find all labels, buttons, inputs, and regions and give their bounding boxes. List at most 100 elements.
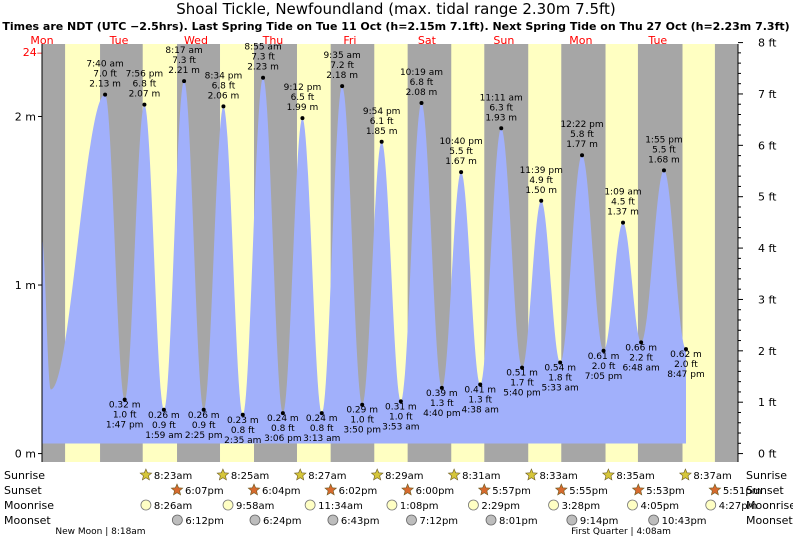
tide-label-ft: 1.3 ft (468, 395, 492, 405)
low-tide-point (398, 399, 403, 404)
moonrise-time: 9:58am (236, 501, 274, 512)
high-tide-point (379, 139, 384, 144)
tide-label-m: 1.99 m (287, 103, 319, 113)
moonrise-time: 1:08pm (400, 501, 439, 512)
moonrise-time: 8:26am (154, 501, 192, 512)
high-tide-point (300, 116, 305, 121)
tide-label-time: 7:40 am (86, 60, 123, 70)
sunrise-time: 8:33am (539, 471, 577, 482)
right-tick-label: 1 ft (758, 396, 777, 409)
tide-label-ft: 1.3 ft (430, 399, 454, 409)
low-tide-point (520, 365, 525, 370)
tide-label-m: 2.08 m (406, 88, 438, 98)
row-label-sunset: Sunset (4, 484, 42, 497)
tide-label-time: 9:12 pm (284, 83, 322, 93)
tide-label-m: 0.26 m (148, 411, 180, 421)
low-tide-point (478, 382, 483, 387)
tide-label-ft: 7.0 ft (93, 70, 117, 80)
sunset-icon (170, 483, 184, 496)
moonset-icon (406, 514, 417, 526)
tide-label-ft: 6.8 ft (410, 78, 434, 88)
moonrise-time: 11:34am (318, 501, 363, 512)
day-name: Sun (493, 34, 514, 47)
tide-label-ft: 1.8 ft (548, 374, 572, 384)
moonrise-icon (548, 499, 559, 511)
sunrise-icon (524, 468, 538, 481)
sunset-time: 6:00pm (416, 486, 455, 497)
right-tick-label: 2 ft (758, 345, 777, 358)
tide-label-m: 1.37 m (607, 208, 639, 218)
sunrise-icon (216, 468, 230, 481)
right-tick-label: 8 ft (758, 37, 777, 50)
high-tide-point (261, 75, 266, 80)
row-label-moonset: Moonset (4, 514, 51, 527)
right-tick-label: 4 ft (758, 242, 777, 255)
tide-label-ft: 0.9 ft (192, 421, 216, 431)
sunset-icon (477, 483, 491, 496)
low-tide-point (161, 407, 166, 412)
tide-label-m: 1.67 m (445, 157, 477, 167)
sunset-icon (631, 483, 645, 496)
tide-label-m: 0.62 m (670, 350, 702, 360)
tide-label-time: 3:06 pm (264, 434, 302, 444)
low-tide-point (439, 385, 444, 390)
tide-label-time: 7:05 pm (585, 372, 623, 382)
moonrise-time: 3:28pm (562, 501, 601, 512)
tide-label-ft: 1.0 ft (389, 412, 413, 422)
sunrise-icon (370, 468, 384, 481)
row-label-right-moonset: Moonset (746, 514, 793, 527)
tide-label-time: 8:17 am (165, 46, 202, 56)
moonrise-time: 2:29pm (481, 501, 520, 512)
tide-label-m: 0.41 m (464, 385, 496, 395)
tide-label-m: 0.31 m (385, 402, 417, 412)
tide-label-m: 0.29 m (346, 406, 378, 416)
moonrise-icon (705, 499, 717, 511)
tide-label-time: 5:40 pm (503, 389, 541, 399)
tide-label-ft: 1.7 ft (510, 379, 534, 389)
day-name: Tue (109, 34, 129, 47)
low-tide-point (683, 347, 688, 352)
high-tide-point (419, 100, 424, 105)
tide-label-ft: 0.8 ft (310, 424, 334, 434)
tide-area (42, 77, 686, 444)
sunrise-time: 8:23am (154, 471, 192, 482)
moon-phase-label: First Quarter | 4:08am (571, 527, 671, 537)
low-tide-point (558, 360, 563, 365)
moonrise-icon (627, 499, 638, 511)
tide-label-time: 1:59 am (145, 431, 182, 441)
row-label-right-sunrise: Sunrise (746, 469, 787, 482)
tide-label-time: 10:19 am (400, 68, 443, 78)
tide-label-m: 2.07 m (129, 90, 161, 100)
tide-label-ft: 2.0 ft (674, 360, 698, 370)
y-axes: 0 m 1 m 2 m 0 ft 1 ft 2 ft 3 ft 4 ft 5 ft 6 ft 7 f… (15, 37, 777, 462)
tide-label-ft: 0.9 ft (152, 421, 176, 431)
tide-label-ft: 1.0 ft (350, 416, 374, 426)
tide-label-m: 0.26 m (188, 411, 220, 421)
moon-phase-label: New Moon | 8:18am (55, 527, 145, 537)
tide-label-m: 2.21 m (168, 66, 200, 76)
moonset-time: 10:43pm (662, 516, 707, 527)
moonrise-icon (386, 499, 398, 511)
astro-rows: Sunrise Sunrise Sunset Sunset Moonrise Moonri… (4, 468, 793, 537)
moonset-icon (171, 514, 183, 526)
tide-label-ft: 2.0 ft (592, 362, 616, 372)
tide-label-m: 0.39 m (426, 389, 458, 399)
day-name: Mon (30, 34, 53, 47)
tide-label-time: 2:35 am (224, 436, 261, 446)
tide-label-m: 0.54 m (544, 364, 576, 374)
sunrise-icon (678, 468, 692, 481)
left-tick-label: 0 m (15, 448, 36, 461)
row-label-right-moonrise: Moonrise (746, 499, 793, 512)
sunrise-icon (139, 468, 153, 481)
day-name: Wed (184, 34, 208, 47)
tide-label-time: 1:47 pm (106, 421, 144, 431)
sunset-time: 5:51pm (723, 486, 762, 497)
left-tick-label: 2 m (15, 110, 36, 123)
tide-label-time: 6:48 am (622, 363, 659, 373)
tide-label-m: 0.66 m (625, 343, 657, 353)
moonrise-icon (222, 499, 234, 511)
right-tick-label: 5 ft (758, 191, 777, 204)
sunset-icon (401, 483, 415, 496)
tide-label-time: 4:38 am (462, 405, 499, 415)
tide-label-m: 1.85 m (366, 127, 398, 137)
